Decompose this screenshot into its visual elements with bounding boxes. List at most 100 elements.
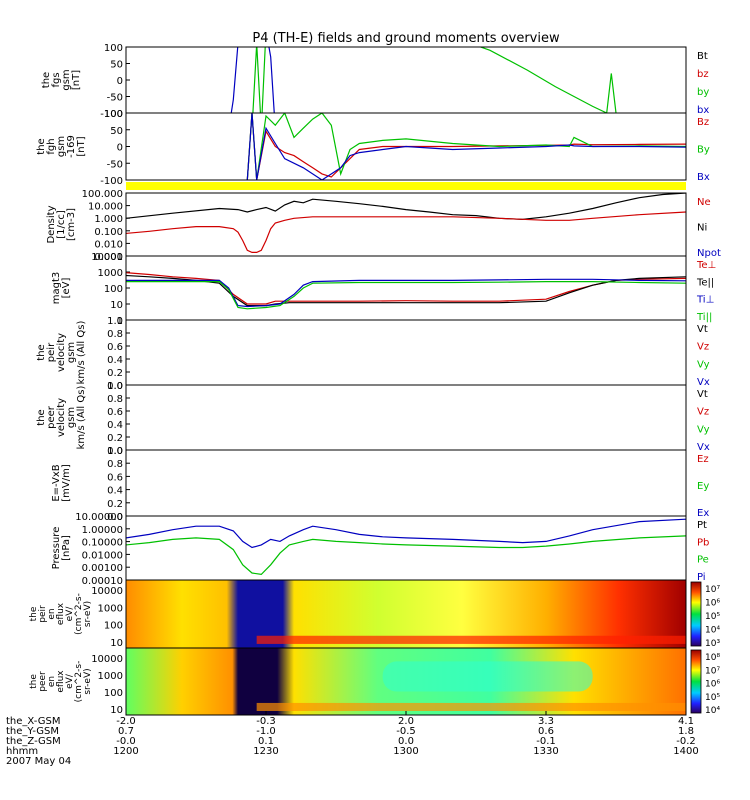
y-axis-label-line: the xyxy=(36,138,47,154)
y-tick-label: 0.01000 xyxy=(82,550,123,561)
series-line-bx xyxy=(230,47,275,113)
series-line-Bx xyxy=(246,113,686,180)
series-line-Ni xyxy=(126,193,686,221)
y-axis-label-line: peer xyxy=(38,671,48,692)
x-tick-label: 0.6 xyxy=(538,726,554,737)
y-axis-label-line: (cm^2-s- xyxy=(74,661,84,703)
series-group xyxy=(126,518,686,576)
x-tick-label: 4.1 xyxy=(678,716,694,727)
colorbar xyxy=(690,649,702,714)
y-tick-label: 0.4 xyxy=(107,420,123,431)
legend-Ey: Ey xyxy=(697,481,709,492)
y-axis-label-line: sr-eV) xyxy=(83,668,93,694)
legend-Vz: Vz xyxy=(697,407,709,418)
y-tick-label: 1.000 xyxy=(94,214,123,225)
y-axis-label-line: peir xyxy=(38,605,48,623)
y-axis-label-line: (cm^2-s- xyxy=(74,593,84,635)
y-tick-label: 0.0 xyxy=(107,512,123,523)
panel-frame xyxy=(125,384,687,451)
spectrogram-band xyxy=(256,635,686,644)
panel-frame xyxy=(125,255,687,321)
x-row-name: the_X-GSM xyxy=(6,716,60,727)
y-tick-label: 1000 xyxy=(98,268,123,279)
legend-Vt: Vt xyxy=(697,389,708,400)
x-tick-label: -0.2 xyxy=(676,736,696,747)
spectrogram-peir_eflux: 10000 1000 100 10 thepeirenefluxeV/(cm^2-s-s… xyxy=(29,579,720,649)
y-tick-label: 0.0 xyxy=(107,446,123,457)
y-axis-label: magt3[eV] xyxy=(51,272,72,305)
y-axis-label-line: velocity xyxy=(56,398,67,437)
y-tick-label: 1 xyxy=(117,316,123,327)
y-tick-label: -50 xyxy=(107,93,123,104)
legend-Pi: Pi xyxy=(697,572,706,583)
y-axis-label: thepeirenefluxeV/(cm^2-s-sr-eV) xyxy=(29,593,93,635)
x-tick-label: 1200 xyxy=(113,746,138,757)
panel-pressure: 10.000001.000000.100000.010000.001000.00… xyxy=(51,512,709,587)
y-tick-label: 50 xyxy=(110,60,123,71)
panel-frame xyxy=(125,319,687,386)
y-tick-label: 50 xyxy=(110,126,123,137)
y-axis-label: thepeirvelocitygsmkm/s (All Qs) xyxy=(36,321,87,385)
y-tick-label: 0.100 xyxy=(94,227,123,238)
x-tick-label: 1400 xyxy=(673,746,698,757)
y-axis-label-line: peer xyxy=(46,405,57,429)
legend-Bx: Bx xyxy=(697,172,710,183)
series-group xyxy=(230,47,617,113)
x-row-name: the_Z-GSM xyxy=(6,736,61,747)
colorbar-label: 10⁷ xyxy=(705,585,720,595)
colorbar-label: 10⁴ xyxy=(705,706,720,716)
y-axis-label: Pressure[nPa] xyxy=(51,527,72,570)
y-axis-label: thepeerenefluxeV/(cm^2-s-sr-eV) xyxy=(29,661,93,703)
y-axis-label-line: gsm xyxy=(66,342,77,363)
y-axis-label-line: Pressure xyxy=(51,527,62,570)
legend-Ex: Ex xyxy=(697,508,709,519)
series-line-Pi xyxy=(126,518,686,549)
y-axis-label-line: eV/ xyxy=(65,606,75,622)
y-tick-label: 10.000 xyxy=(88,202,123,213)
y-tick-label: -100 xyxy=(100,109,123,120)
x-tick-label: 1300 xyxy=(393,746,418,757)
y-axis-label-line: eV/ xyxy=(65,673,75,689)
y-tick-label: 1000 xyxy=(98,603,123,614)
y-axis-label-line: velocity xyxy=(56,333,67,372)
x-tick-label: -0.1 xyxy=(536,736,556,747)
colorbar xyxy=(690,581,702,647)
y-axis-label-line: gsm xyxy=(56,136,67,157)
series-line-Te⊥ xyxy=(126,272,686,305)
x-tick-label: 2.0 xyxy=(398,716,414,727)
legend-Vt: Vt xyxy=(697,324,708,335)
y-axis-label-line: [1/cc] xyxy=(56,210,67,239)
panel-peer: 1.0 0.8 0.6 0.4 0.2 0.0 thepeervelocitygsmkm/s… xyxy=(36,381,710,457)
panel-frame xyxy=(125,449,687,517)
y-axis-label-line: km/s (All Qs) xyxy=(76,386,87,450)
series-group xyxy=(246,113,686,180)
series-group xyxy=(126,272,686,310)
y-tick-label: 0.2 xyxy=(107,368,123,379)
colorbar-label: 10⁶ xyxy=(705,680,720,690)
colorbar-label: 10⁵ xyxy=(705,612,720,622)
y-tick-label: 100 xyxy=(104,688,123,699)
legend-By: By xyxy=(697,145,710,156)
y-axis-label-line: the xyxy=(36,344,47,360)
series-line-Ti⊥ xyxy=(126,278,686,308)
panel-frame xyxy=(125,46,687,114)
x-tick-label: -0.0 xyxy=(116,736,136,747)
panel-density: 100.000 10.0001.000 0.1000.010 0.001 Density… xyxy=(46,189,721,263)
y-axis-label-line: en xyxy=(47,608,57,619)
y-tick-label: 100 xyxy=(104,109,123,120)
x-row-name: hhmm xyxy=(6,746,38,757)
colorbar-label: 10⁸ xyxy=(705,653,720,663)
series-line-Ti|| xyxy=(126,281,686,310)
y-tick-label: 1.0 xyxy=(107,446,123,457)
legend-Vy: Vy xyxy=(697,359,710,370)
y-tick-label: 0.8 xyxy=(107,329,123,340)
y-axis-label-line: fgh xyxy=(46,138,57,154)
legend-Pt: Pt xyxy=(697,520,707,531)
legend-Pe: Pe xyxy=(697,555,709,566)
colorbar-label: 10⁴ xyxy=(705,626,720,636)
x-tick-label: 0.1 xyxy=(258,736,274,747)
panel-frame xyxy=(125,112,687,181)
x-tick-label: 3.3 xyxy=(538,716,554,727)
colorbar-label: 10⁶ xyxy=(705,599,720,609)
